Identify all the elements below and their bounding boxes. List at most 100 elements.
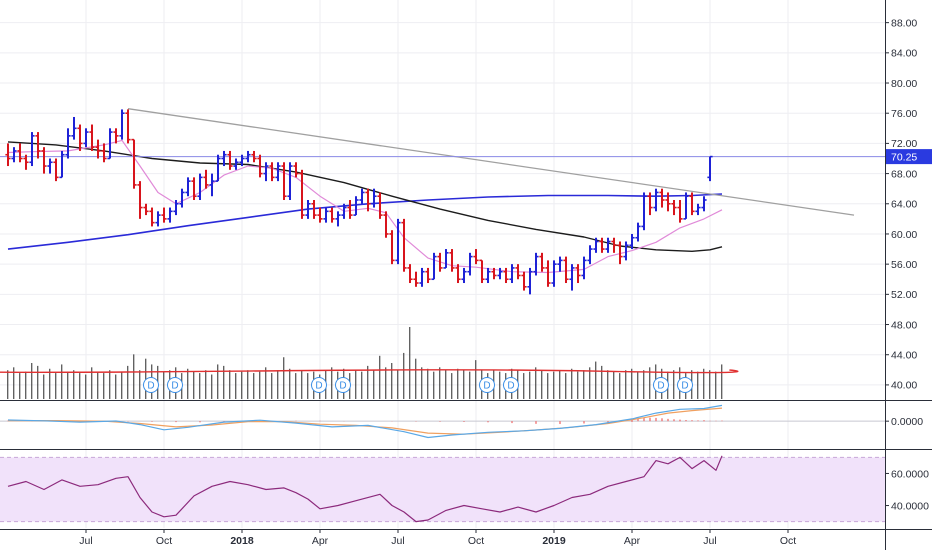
ohlc-bar[interactable] <box>89 124 95 151</box>
price-axis[interactable]: 40.00 44.00 48.00 52.00 56.00 60.00 64.00 68.00… <box>885 17 929 512</box>
ohlc-bar[interactable] <box>581 256 587 280</box>
ohlc-bar[interactable] <box>413 271 419 287</box>
ohlc-bar[interactable] <box>53 158 59 182</box>
ohlc-bar[interactable] <box>59 150 65 179</box>
ohlc-bar[interactable] <box>191 177 197 200</box>
ohlc-bar[interactable] <box>527 267 533 295</box>
dividend-marker[interactable]: D <box>479 377 495 393</box>
ohlc-bar[interactable] <box>197 173 203 200</box>
ohlc-bar[interactable] <box>137 181 143 219</box>
ohlc-bar[interactable] <box>587 245 593 265</box>
ohlc-bar[interactable] <box>521 271 527 291</box>
ohlc-bar[interactable] <box>77 124 83 151</box>
ohlc-bar[interactable] <box>665 192 671 212</box>
ohlc-bar[interactable] <box>437 252 443 272</box>
ohlc-bar[interactable] <box>47 158 53 174</box>
ohlc-bar[interactable] <box>341 203 347 219</box>
ohlc-bar[interactable] <box>227 150 233 170</box>
ohlc-bar[interactable] <box>359 188 365 204</box>
ohlc-bar[interactable] <box>311 200 317 219</box>
ohlc-bar[interactable] <box>617 241 623 265</box>
ohlc-bar[interactable] <box>635 222 641 242</box>
ohlc-bar[interactable] <box>215 154 221 182</box>
ohlc-bar[interactable] <box>479 259 485 284</box>
ohlc-bar[interactable] <box>629 233 635 250</box>
dividend-marker[interactable]: D <box>311 377 327 393</box>
ohlc-bar[interactable] <box>185 177 191 197</box>
ohlc-bar[interactable] <box>545 260 551 287</box>
ohlc-bar[interactable] <box>257 154 263 178</box>
ohlc-bar[interactable] <box>605 237 611 253</box>
ohlc-bar[interactable] <box>143 203 149 216</box>
dividend-marker[interactable]: D <box>143 377 159 393</box>
ohlc-bar[interactable] <box>539 252 545 272</box>
ohlc-bar[interactable] <box>329 207 335 223</box>
ohlc-bar[interactable] <box>575 264 581 284</box>
ohlc-bar[interactable] <box>389 230 395 265</box>
time-axis[interactable]: Jul Oct 2018 Apr Jul Oct 2019 Apr Jul Oct <box>79 529 796 547</box>
ohlc-bar[interactable] <box>221 150 227 167</box>
ohlc-bar[interactable] <box>167 207 173 223</box>
ohlc-bar[interactable] <box>383 211 389 238</box>
ohlc-bar[interactable] <box>107 128 113 160</box>
ohlc-bar[interactable] <box>23 154 29 170</box>
ohlc-bar[interactable] <box>449 249 455 272</box>
ohlc-bar[interactable] <box>443 249 449 269</box>
ohlc-bar[interactable] <box>155 211 161 227</box>
ohlc-bar[interactable] <box>233 158 239 170</box>
ohlc-bar[interactable] <box>317 207 323 223</box>
ohlc-bar[interactable] <box>287 162 293 200</box>
ohlc-bar[interactable] <box>161 207 167 223</box>
ohlc-bar[interactable] <box>131 138 137 189</box>
ohlc-bar[interactable] <box>611 237 617 253</box>
ohlc-bar[interactable] <box>17 143 23 163</box>
ohlc-bar[interactable] <box>563 256 569 284</box>
ohlc-bar[interactable] <box>83 128 89 148</box>
ohlc-bar[interactable] <box>659 188 665 208</box>
ohlc-bar[interactable] <box>419 267 425 287</box>
ohlc-bar[interactable] <box>407 264 413 284</box>
ohlc-bar[interactable] <box>365 188 371 212</box>
ohlc-bar[interactable] <box>95 139 101 159</box>
ohlc-bar[interactable] <box>35 132 41 159</box>
ohlc-bar[interactable] <box>623 241 629 261</box>
trendline[interactable] <box>127 108 855 216</box>
ohlc-bar[interactable] <box>533 252 539 276</box>
ohlc-bar[interactable] <box>251 150 257 163</box>
ohlc-bar[interactable] <box>5 143 11 167</box>
ohlc-bar[interactable] <box>677 200 683 223</box>
ohlc-bar[interactable] <box>293 162 299 178</box>
ohlc-bar[interactable] <box>353 196 359 216</box>
ohlc-bar[interactable] <box>209 173 215 197</box>
dividend-marker[interactable]: D <box>335 377 351 393</box>
dividend-marker[interactable]: D <box>677 377 693 393</box>
ohlc-bar[interactable] <box>515 264 521 280</box>
ohlc-bar[interactable] <box>269 162 275 182</box>
ohlc-bar[interactable] <box>689 192 695 216</box>
ohlc-bar[interactable] <box>593 237 599 253</box>
ohlc-bar[interactable] <box>299 169 305 219</box>
ohlc-bar[interactable] <box>401 218 407 272</box>
ohlc-bar[interactable] <box>503 267 509 284</box>
ohlc-bar[interactable] <box>569 264 575 291</box>
ohlc-bar[interactable] <box>557 256 563 272</box>
ohlc-bar[interactable] <box>347 200 353 219</box>
ohlc-bar[interactable] <box>245 150 251 163</box>
ohlc-bar[interactable] <box>377 192 383 219</box>
ohlc-bar[interactable] <box>455 264 461 284</box>
ohlc-bar[interactable] <box>653 188 659 212</box>
ohlc-bar[interactable] <box>281 162 287 200</box>
ohlc-bar[interactable] <box>707 155 713 182</box>
ohlc-bar[interactable] <box>41 147 47 174</box>
ohlc-bar[interactable] <box>203 169 209 189</box>
ohlc-bar[interactable] <box>305 200 311 219</box>
dividend-marker[interactable]: D <box>503 377 519 393</box>
ohlc-bar[interactable] <box>239 154 245 167</box>
ohlc-bar[interactable] <box>599 237 605 253</box>
ohlc-bar[interactable] <box>647 192 653 216</box>
ohlc-bar[interactable] <box>461 267 467 284</box>
ohlc-bar[interactable] <box>497 267 503 280</box>
ohlc-bar[interactable] <box>71 116 77 140</box>
ohlc-bar[interactable] <box>179 188 185 208</box>
